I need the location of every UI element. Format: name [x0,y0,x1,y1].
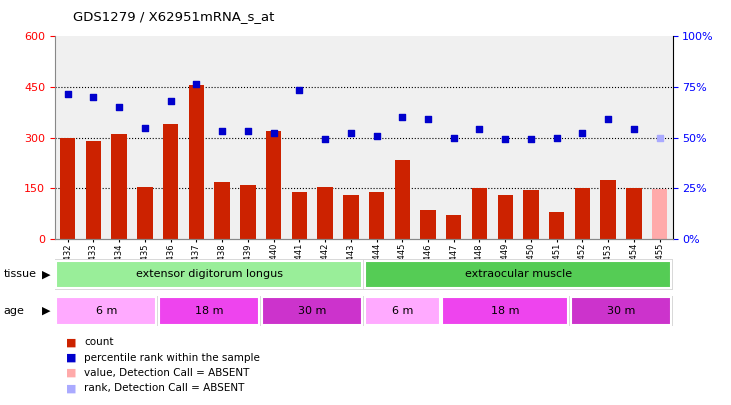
Bar [292,192,307,239]
Point [551,134,563,141]
Point [88,94,99,100]
Bar [365,297,439,324]
Bar [189,85,204,239]
Text: extraocular muscle: extraocular muscle [464,269,572,279]
Text: 30 m: 30 m [607,306,635,316]
Bar [343,195,358,239]
Bar [56,261,363,288]
Bar [571,297,671,324]
Point [268,130,279,136]
Text: ■: ■ [66,337,76,347]
Text: ■: ■ [66,368,76,378]
Point [216,128,228,134]
Point [191,81,202,87]
Bar [652,189,667,239]
Point [654,134,665,141]
Bar [523,190,539,239]
Bar [446,215,461,239]
Text: 30 m: 30 m [298,306,326,316]
Bar [317,187,333,239]
Text: ▶: ▶ [42,269,51,279]
Text: 6 m: 6 m [392,306,413,316]
Bar [86,141,101,239]
Point [448,134,460,141]
Bar [262,297,363,324]
Text: value, Detection Call = ABSENT: value, Detection Call = ABSENT [84,368,249,378]
Text: ■: ■ [66,384,76,393]
Point [62,91,74,97]
Text: count: count [84,337,113,347]
Bar [56,297,156,324]
Bar [420,210,436,239]
Point [319,136,331,143]
Bar [600,180,616,239]
Text: 6 m: 6 m [96,306,117,316]
Bar [498,195,513,239]
Point [499,136,511,143]
Point [164,97,176,104]
Point [242,128,254,134]
Point [113,104,125,111]
Bar [214,181,230,239]
Point [628,126,640,132]
Bar [395,160,410,239]
Text: extensor digitorum longus: extensor digitorum longus [136,269,283,279]
Bar [575,188,590,239]
Point [396,114,408,121]
Text: 18 m: 18 m [491,306,520,316]
Point [602,116,614,122]
Bar [60,138,75,239]
Text: tissue: tissue [4,269,37,279]
Text: 18 m: 18 m [195,306,224,316]
Bar [137,187,153,239]
Point [139,124,151,131]
Bar [111,134,127,239]
Point [577,130,588,136]
Bar [626,188,642,239]
Point [293,87,305,94]
Point [371,133,382,139]
Text: percentile rank within the sample: percentile rank within the sample [84,353,260,362]
Bar [442,297,568,324]
Bar [240,185,256,239]
Bar [159,297,260,324]
Point [345,130,357,136]
Bar [365,261,671,288]
Text: GDS1279 / X62951mRNA_s_at: GDS1279 / X62951mRNA_s_at [73,10,274,23]
Text: rank, Detection Call = ABSENT: rank, Detection Call = ABSENT [84,384,244,393]
Point [474,126,485,132]
Point [423,116,434,122]
Bar [369,192,385,239]
Text: ■: ■ [66,353,76,362]
Text: ▶: ▶ [42,306,51,316]
Bar [163,124,178,239]
Bar [471,188,487,239]
Text: age: age [4,306,25,316]
Point [525,136,537,143]
Bar [266,131,281,239]
Bar [549,212,564,239]
